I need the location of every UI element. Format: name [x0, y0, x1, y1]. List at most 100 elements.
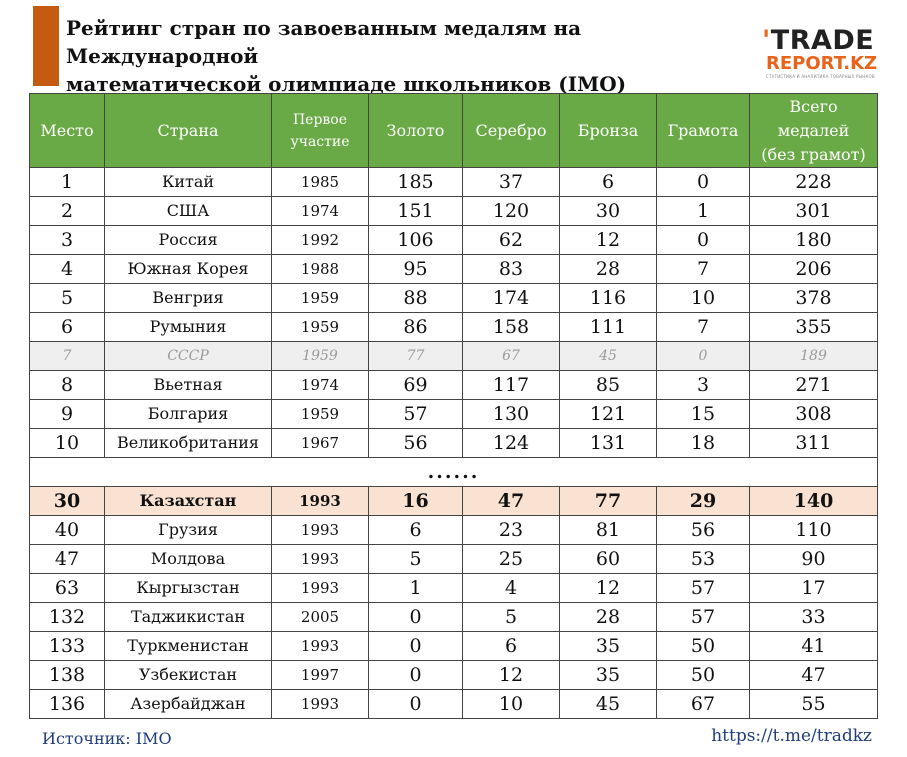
cell-country: Азербайджан: [104, 689, 272, 719]
cell-first: 1959: [271, 399, 369, 429]
cell-place: 8: [29, 370, 105, 400]
cell-total: 47: [749, 660, 878, 690]
table-row: 4 Южная Корея 1988 95 83 28 7 206: [29, 254, 878, 284]
cell-first: 1974: [271, 370, 369, 400]
cell-bronze: 85: [559, 370, 657, 400]
cell-first: 1993: [271, 486, 369, 516]
cell-silver: 47: [462, 486, 560, 516]
cell-silver: 5: [462, 602, 560, 632]
cell-country: Великобритания: [104, 428, 272, 458]
cell-total: 17: [749, 573, 878, 603]
cell-country: США: [104, 196, 272, 226]
header-honourable-mention: Грамота: [656, 93, 750, 168]
cell-hm: 3: [656, 370, 750, 400]
ellipsis-separator: ......: [29, 457, 878, 487]
cell-place: 4: [29, 254, 105, 284]
table-row: 40 Грузия 1993 6 23 81 56 110: [29, 515, 878, 545]
cell-bronze: 81: [559, 515, 657, 545]
cell-country: Южная Корея: [104, 254, 272, 284]
cell-total: 308: [749, 399, 878, 429]
table-row: 6 Румыния 1959 86 158 111 7 355: [29, 312, 878, 342]
header-total: Всего медалей (без грамот): [749, 93, 878, 168]
cell-silver: 158: [462, 312, 560, 342]
table-row: 2 США 1974 151 120 30 1 301: [29, 196, 878, 226]
cell-place: 30: [29, 486, 105, 516]
cell-hm: 50: [656, 631, 750, 661]
table-header-row: Место Страна Первое участие Золото Сереб…: [29, 93, 878, 168]
logo-wordmark-trade: 'TRADE: [762, 26, 874, 56]
cell-gold: 6: [368, 515, 463, 545]
cell-hm: 56: [656, 515, 750, 545]
cell-country: Кыргызстан: [104, 573, 272, 603]
cell-country: Молдова: [104, 544, 272, 574]
cell-place: 2: [29, 196, 105, 226]
cell-total: 33: [749, 602, 878, 632]
table-row: 5 Венгрия 1959 88 174 116 10 378: [29, 283, 878, 313]
cell-hm: 0: [656, 225, 750, 255]
cell-first: 1993: [271, 544, 369, 574]
cell-silver: 23: [462, 515, 560, 545]
cell-bronze: 30: [559, 196, 657, 226]
table-row: 1 Китай 1985 185 37 6 0 228: [29, 167, 878, 197]
cell-place: 136: [29, 689, 105, 719]
cell-hm: 29: [656, 486, 750, 516]
cell-total: 41: [749, 631, 878, 661]
cell-gold: 86: [368, 312, 463, 342]
table-row: 8 Вьетная 1974 69 117 85 3 271: [29, 370, 878, 400]
telegram-link[interactable]: https://t.me/tradkz: [711, 726, 872, 746]
table-row: 63 Кыргызстан 1993 1 4 12 57 17: [29, 573, 878, 603]
cell-total: 206: [749, 254, 878, 284]
table-row: 10 Великобритания 1967 56 124 131 18 311: [29, 428, 878, 458]
cell-country: Румыния: [104, 312, 272, 342]
cell-country: Грузия: [104, 515, 272, 545]
cell-first: 1993: [271, 515, 369, 545]
cell-gold: 57: [368, 399, 463, 429]
cell-first: 1993: [271, 631, 369, 661]
cell-silver: 174: [462, 283, 560, 313]
cell-place: 132: [29, 602, 105, 632]
table-row: 3 Россия 1992 106 62 12 0 180: [29, 225, 878, 255]
cell-silver: 10: [462, 689, 560, 719]
cell-total: 180: [749, 225, 878, 255]
header-gold: Золото: [368, 93, 463, 168]
cell-hm: 50: [656, 660, 750, 690]
cell-gold: 95: [368, 254, 463, 284]
cell-bronze: 12: [559, 225, 657, 255]
table-gap-row: ......: [29, 457, 878, 487]
cell-total: 355: [749, 312, 878, 342]
header-total-line3: (без грамот): [761, 144, 866, 164]
cell-gold: 1: [368, 573, 463, 603]
cell-bronze: 45: [559, 341, 657, 371]
header-first-participation: Первое участие: [271, 93, 369, 168]
cell-country: Россия: [104, 225, 272, 255]
logo-wordmark-report: REPORT.KZ: [766, 53, 878, 74]
title-line-2: математической олимпиаде школьников (IMO…: [66, 72, 627, 96]
cell-place: 1: [29, 167, 105, 197]
table-row: 9 Болгария 1959 57 130 121 15 308: [29, 399, 878, 429]
cell-bronze: 121: [559, 399, 657, 429]
cell-gold: 16: [368, 486, 463, 516]
cell-hm: 10: [656, 283, 750, 313]
cell-silver: 130: [462, 399, 560, 429]
cell-silver: 124: [462, 428, 560, 458]
table-row-kazakhstan: 30 Казахстан 1993 16 47 77 29 140: [29, 486, 878, 516]
cell-total: 228: [749, 167, 878, 197]
cell-first: 2005: [271, 602, 369, 632]
cell-bronze: 6: [559, 167, 657, 197]
page-title: Рейтинг стран по завоеванным медалям на …: [66, 14, 746, 98]
cell-place: 40: [29, 515, 105, 545]
cell-hm: 53: [656, 544, 750, 574]
cell-place: 3: [29, 225, 105, 255]
cell-total: 301: [749, 196, 878, 226]
cell-total: 311: [749, 428, 878, 458]
cell-total: 110: [749, 515, 878, 545]
cell-silver: 25: [462, 544, 560, 574]
cell-hm: 57: [656, 602, 750, 632]
cell-hm: 67: [656, 689, 750, 719]
cell-country: СССР: [104, 341, 272, 371]
cell-hm: 57: [656, 573, 750, 603]
cell-bronze: 12: [559, 573, 657, 603]
tradereport-logo: 'TRADE REPORT.KZ СТАТИСТИКА И АНАЛИТИКА …: [762, 26, 892, 80]
cell-place: 10: [29, 428, 105, 458]
cell-first: 1959: [271, 341, 369, 371]
